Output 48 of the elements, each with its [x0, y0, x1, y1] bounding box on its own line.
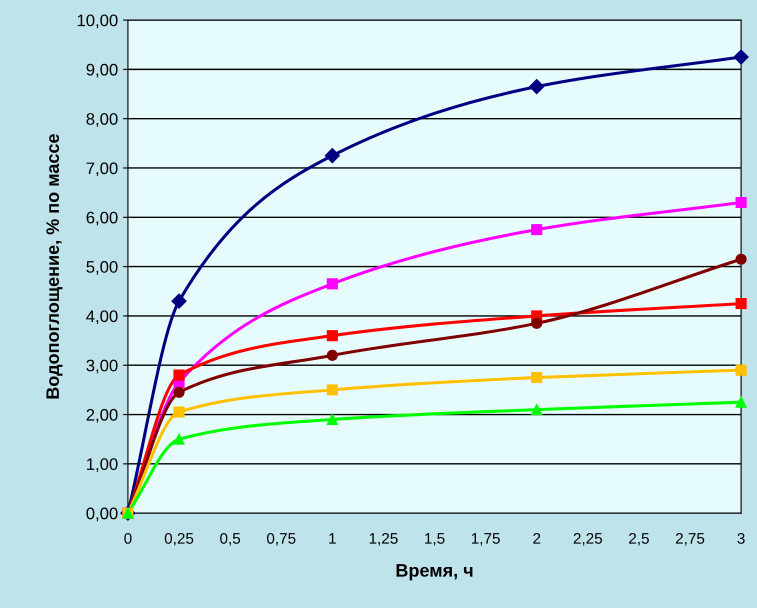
y-tick-label: 9,00 [86, 64, 118, 78]
point [531, 372, 542, 384]
x-tick-label: 0,75 [266, 533, 296, 546]
point [736, 196, 747, 208]
point [326, 278, 338, 290]
point [326, 330, 338, 342]
y-tick-label: 6,00 [86, 212, 118, 226]
point [173, 386, 185, 398]
x-tick-label: 2,5 [629, 533, 649, 546]
point [326, 350, 338, 361]
x-tick-label: 1 [329, 533, 336, 544]
point [326, 384, 338, 396]
point [736, 254, 747, 265]
point [171, 294, 187, 309]
y-axis-title: Водопоглощение, % по массе [46, 134, 62, 399]
y-tick-label: 3,00 [86, 360, 118, 374]
x-tick-label: 3 [737, 533, 745, 544]
point [531, 404, 542, 416]
point [529, 79, 544, 94]
point [734, 49, 749, 65]
point [736, 364, 747, 376]
point [531, 318, 542, 329]
point [736, 298, 747, 310]
y-tick-label: 8,00 [86, 113, 118, 127]
point [173, 370, 185, 381]
y-tick-label: 0,00 [86, 508, 118, 522]
x-tick-label: 2 [533, 533, 540, 544]
point [326, 414, 338, 426]
point [531, 224, 542, 236]
y-tick-label: 10,00 [78, 14, 118, 28]
y-tick-label: 4,00 [86, 310, 118, 324]
y-tick-label: 2,00 [86, 408, 118, 423]
y-tick-label: 5,00 [86, 261, 118, 275]
x-axis-title: Время, ч [396, 564, 472, 580]
point [324, 148, 340, 164]
x-tick-label: 0,25 [164, 533, 194, 546]
x-tick-label: 1,75 [472, 533, 500, 546]
point [173, 406, 185, 418]
x-tick-label: 2,25 [574, 533, 602, 546]
x-tick-label: 0,5 [220, 533, 240, 546]
x-tick-label: 1,25 [370, 533, 398, 546]
x-tick-label: 0 [124, 533, 132, 544]
point [736, 396, 747, 408]
point [173, 434, 185, 445]
x-tick-label: 2,75 [676, 533, 704, 546]
y-tick-label: 1,00 [87, 458, 118, 472]
y-tick-label: 7,00 [86, 162, 118, 176]
x-tick-label: 1,5 [425, 533, 444, 546]
